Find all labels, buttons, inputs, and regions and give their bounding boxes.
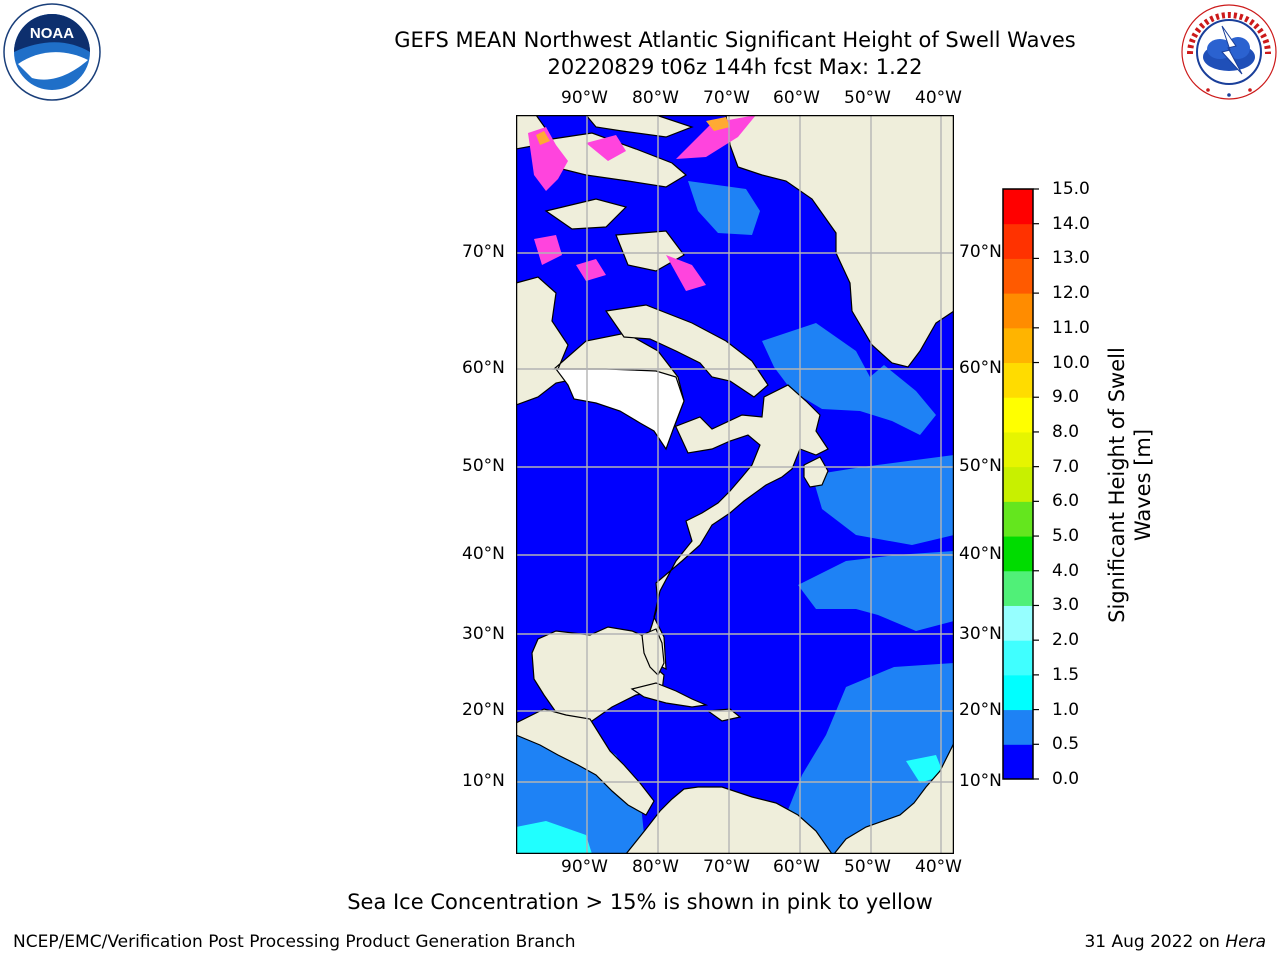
colorbar-swatch <box>1003 466 1033 502</box>
lat-label-left: 20°N <box>462 700 505 720</box>
lat-label-right: 60°N <box>959 358 1002 378</box>
producer-credit: NCEP/EMC/Verification Post Processing Pr… <box>13 932 576 952</box>
colorbar-swatch <box>1003 223 1033 259</box>
colorbar-swatch <box>1003 189 1033 225</box>
greenland-land <box>725 115 954 368</box>
generation-date: 31 Aug 2022 on Hera <box>1084 932 1266 952</box>
graticule <box>516 115 954 854</box>
colorbar-tick-label: 6.0 <box>1052 491 1080 512</box>
colorbar-tick-label: 0.0 <box>1052 769 1080 789</box>
lon-label-top: 40°W <box>915 88 962 108</box>
lat-label-left: 60°N <box>462 358 505 378</box>
lon-label-top: 90°W <box>561 88 608 108</box>
colorbar-swatch <box>1003 258 1033 294</box>
colorbar-tick-label: 11.0 <box>1052 317 1090 338</box>
lat-label-left: 40°N <box>462 544 505 564</box>
colorbar-tick-label: 12.0 <box>1052 283 1090 304</box>
colorbar-tick-label: 1.5 <box>1052 664 1080 685</box>
lat-label-left: 10°N <box>462 771 505 791</box>
colorbar-swatch <box>1003 327 1033 364</box>
noaa-logo-text: NOAA <box>30 25 74 42</box>
colorbar-tick-label: 8.0 <box>1052 421 1080 442</box>
lon-label-bottom: 70°W <box>703 857 750 877</box>
colorbar-swatch <box>1003 501 1033 537</box>
colorbar-tick-label: 13.0 <box>1052 248 1090 269</box>
host-name: Hera <box>1225 932 1266 952</box>
colorbar-swatch <box>1003 674 1033 711</box>
colorbar-tick-label: 1.0 <box>1052 699 1080 720</box>
colorbar-swatch <box>1003 536 1033 572</box>
lon-label-bottom: 80°W <box>632 857 679 877</box>
lat-label-right: 70°N <box>959 242 1002 262</box>
colorbar-swatch <box>1003 397 1033 433</box>
colorbar-swatch <box>1003 605 1033 641</box>
sea-ice-note: Sea Ice Concentration > 15% is shown in … <box>347 890 933 914</box>
noaa-logo: NOAA <box>3 3 101 101</box>
lat-label-left: 70°N <box>462 242 505 262</box>
colorbar-swatch <box>1003 431 1033 468</box>
north-america-land <box>516 276 829 728</box>
colorbar-tick-label: 4.0 <box>1052 560 1080 581</box>
lon-label-bottom: 60°W <box>773 857 820 877</box>
colorbar-swatch <box>1003 640 1033 676</box>
lon-label-bottom: 40°W <box>915 857 962 877</box>
colorbar-swatch <box>1003 293 1033 329</box>
lat-label-right: 20°N <box>959 700 1002 720</box>
lon-label-bottom: 50°W <box>844 857 891 877</box>
lon-label-top: 70°W <box>703 88 750 108</box>
colorbar-swatch <box>1003 709 1033 745</box>
colorbar-tick-label: 7.0 <box>1052 456 1080 477</box>
colorbar-tick-label: 10.0 <box>1052 352 1090 373</box>
sea-ice-region <box>528 115 756 291</box>
swell-1.0-1.5m-region <box>516 755 944 854</box>
lat-label-left: 30°N <box>462 624 505 644</box>
colorbar-swatch <box>1003 570 1033 606</box>
lat-label-right: 10°N <box>959 771 1002 791</box>
colorbar-tick-label: 5.0 <box>1052 526 1080 547</box>
lon-label-top: 50°W <box>844 88 891 108</box>
lon-label-top: 80°W <box>632 88 679 108</box>
swell-height-map <box>516 115 954 854</box>
lon-label-top: 60°W <box>773 88 820 108</box>
lat-label-right: 50°N <box>959 456 1002 476</box>
colorbar-tick-label: 15.0 <box>1052 179 1090 199</box>
lon-label-bottom: 90°W <box>561 857 608 877</box>
lat-label-right: 30°N <box>959 624 1002 644</box>
date-text: 31 Aug 2022 on <box>1084 932 1226 952</box>
colorbar-tick-label: 14.0 <box>1052 213 1090 234</box>
colorbar-tick-label: 0.5 <box>1052 734 1080 755</box>
colorbar <box>1002 188 1039 780</box>
hudson-bay-ice-free <box>554 368 685 451</box>
colorbar-swatch <box>1003 362 1033 398</box>
lat-label-left: 50°N <box>462 456 505 476</box>
colorbar-tick-label: 2.0 <box>1052 630 1080 651</box>
colorbar-label: Significant Height of Swell Waves [m] <box>1105 347 1155 623</box>
lat-label-right: 40°N <box>959 544 1002 564</box>
colorbar-tick-label: 9.0 <box>1052 387 1080 408</box>
forecast-info: 20220829 t06z 144h fcst Max: 1.22 <box>547 55 923 79</box>
colorbar-swatch <box>1003 744 1033 780</box>
nws-logo <box>1181 4 1277 100</box>
colorbar-tick-label: 3.0 <box>1052 595 1080 616</box>
chart-title: GEFS MEAN Northwest Atlantic Significant… <box>394 28 1076 52</box>
